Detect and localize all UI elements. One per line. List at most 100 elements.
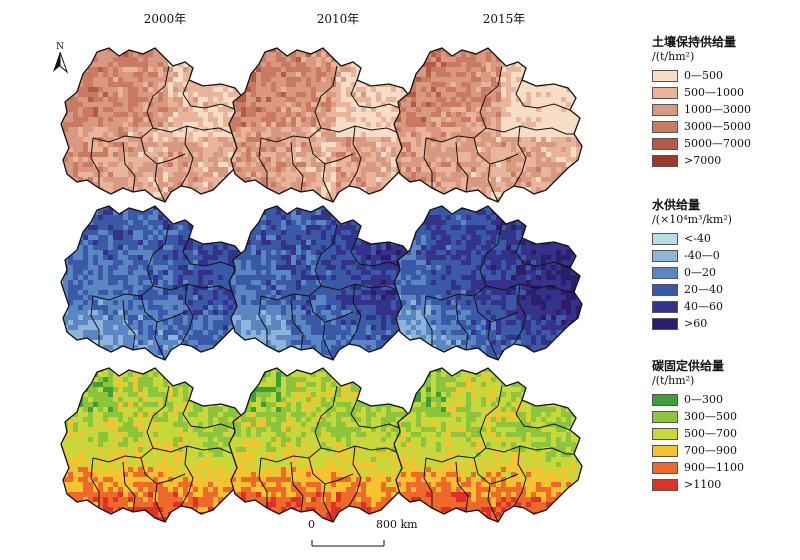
region-boundary [154, 483, 166, 523]
legend-title: 土壤保持供给量 [652, 35, 737, 49]
region-boundary [290, 141, 304, 193]
region-boundary [154, 163, 166, 203]
region-boundary [513, 445, 527, 507]
year-header-2010: 2010年 [316, 12, 360, 26]
legend-item: 0—20 [652, 265, 732, 280]
north-label: N [56, 42, 64, 52]
legend-item: 500—1000 [652, 85, 751, 100]
legend-label: 300—500 [684, 410, 737, 423]
study-area-outline [393, 367, 583, 523]
scale-start-label: 0 [308, 518, 315, 531]
legend-item: <-40 [652, 231, 732, 246]
legend-swatch [652, 266, 678, 279]
region-boundary [513, 283, 527, 345]
region-boundary [423, 295, 433, 346]
legend-label: 1000—3000 [684, 103, 751, 116]
legend-label: 3000—5000 [684, 120, 751, 133]
region-boundary [515, 79, 571, 111]
scale-bar-line [311, 540, 385, 547]
legend-item: 900—1100 [652, 460, 744, 475]
region-boundary [515, 237, 571, 269]
region-boundary [182, 79, 238, 111]
legend-label: 500—700 [684, 427, 737, 440]
region-boundary [485, 125, 574, 135]
legend-swatch [652, 317, 678, 330]
region-boundary [122, 461, 136, 513]
region-boundary [122, 141, 136, 193]
region-boundary [258, 295, 268, 346]
legend-item: 300—500 [652, 409, 744, 424]
legend-swatch [652, 137, 678, 150]
legend-swatch [652, 461, 678, 474]
region-boundary [92, 447, 154, 463]
legend-swatch [652, 444, 678, 457]
region-boundary [90, 457, 100, 508]
region-boundary [455, 299, 469, 351]
legend-label: >7000 [684, 154, 722, 167]
study-area-outline [393, 205, 583, 361]
region-boundary [146, 223, 170, 287]
legend-item: -40—0 [652, 248, 732, 263]
region-boundary [485, 445, 574, 455]
region-boundary [322, 483, 334, 523]
legend-label: <-40 [684, 232, 711, 245]
region-boundary [350, 237, 406, 269]
region-boundary [260, 285, 322, 301]
region-boundary [182, 237, 238, 269]
legend-label: 0—300 [684, 393, 723, 406]
region-boundary [455, 461, 469, 513]
study-area-outline [393, 47, 583, 203]
legend-swatch [652, 232, 678, 245]
map-water-supply-2000 [60, 205, 250, 361]
legend-item: 40—60 [652, 299, 732, 314]
region-boundary [258, 137, 268, 188]
legend-label: >60 [684, 317, 708, 330]
region-boundary [350, 79, 406, 111]
map-soil-retention-2015 [393, 47, 583, 203]
legend-item: 0—300 [652, 392, 744, 407]
year-header-2000: 2000年 [143, 12, 187, 26]
region-boundary [180, 283, 194, 345]
region-boundary [258, 457, 268, 508]
legend-item: 500—700 [652, 426, 744, 441]
year-header-2015: 2015年 [482, 12, 526, 26]
region-boundary [487, 483, 499, 523]
legend-swatch [652, 69, 678, 82]
legend-label: 20—40 [684, 283, 723, 296]
legend-swatch [652, 154, 678, 167]
legend-swatch [652, 410, 678, 423]
map-carbon-sequestration-2015 [393, 367, 583, 523]
legend-item: 700—900 [652, 443, 744, 458]
region-boundary [122, 299, 136, 351]
region-boundary [479, 223, 503, 287]
legend-swatch [652, 120, 678, 133]
legend-unit: /(t/hm²) [652, 50, 695, 63]
legend-swatch [652, 478, 678, 491]
region-boundary [290, 299, 304, 351]
legend-swatch [652, 283, 678, 296]
legend-water-supply: 水供给量 /(×10⁴m³/km²) <-40 -40—0 0—20 20—40 40—… [652, 197, 732, 333]
region-boundary [423, 457, 433, 508]
legend-item: 1000—3000 [652, 102, 751, 117]
region-boundary [92, 127, 154, 143]
legend-swatch [652, 249, 678, 262]
legend-swatch [652, 300, 678, 313]
region-boundary [322, 163, 334, 203]
region-boundary [90, 295, 100, 346]
region-boundary [425, 285, 487, 301]
region-boundary [515, 399, 571, 431]
region-boundary [154, 321, 166, 361]
legend-swatch [652, 86, 678, 99]
legend-item: 0—500 [652, 68, 751, 83]
region-boundary [348, 125, 362, 187]
region-boundary [350, 399, 406, 431]
region-boundary [182, 399, 238, 431]
region-boundary [348, 283, 362, 345]
legend-label: 700—900 [684, 444, 737, 457]
region-boundary [90, 137, 100, 188]
legend-swatch [652, 103, 678, 116]
legend-unit: /(×10⁴m³/km²) [652, 213, 732, 226]
legend-item: >1100 [652, 477, 744, 492]
region-boundary [487, 163, 499, 203]
region-boundary [314, 65, 338, 129]
